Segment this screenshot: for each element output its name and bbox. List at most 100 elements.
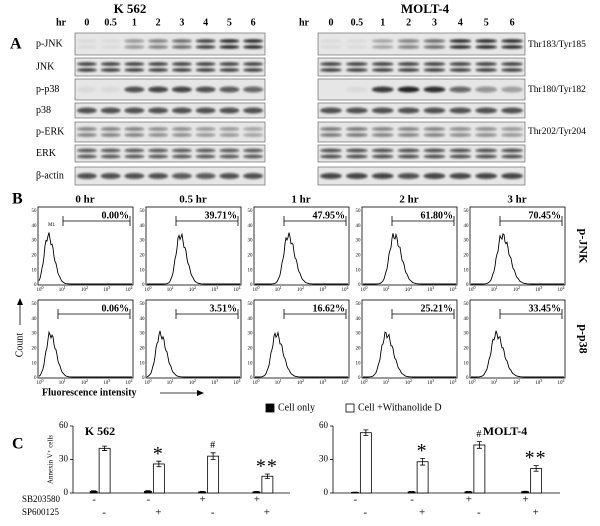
y-axis-title: Annexin V⁺ cells [47,435,55,484]
band [243,86,264,93]
x-tick-label: 103 [211,378,218,386]
x-tick-exponent: 3 [324,378,326,383]
band [171,148,192,153]
y-tick-label: 10 [356,268,362,273]
band [320,39,342,43]
bands [76,148,264,159]
band [345,148,368,153]
x-tick-exponent: 4 [347,285,349,290]
band [195,39,216,43]
x-tick-exponent: 2 [194,285,196,290]
band [124,45,145,49]
time-header: 3 hr [507,194,526,206]
time-label: 2 [156,17,161,28]
x-tick-label: 101 [491,285,498,293]
x-tick-exponent: 0 [42,285,44,290]
x-tick-label: 103 [427,285,434,293]
legend-label: Cell +Withanolide D [358,402,442,413]
band [397,68,420,72]
band [219,154,240,159]
y-tick-label: 40 [140,224,146,229]
error-bar [210,452,216,460]
row-label: p-p38 [576,324,590,353]
band [345,86,368,93]
y-tick-label: 10 [32,361,38,366]
x-tick-exponent: 4 [455,285,457,290]
band [320,127,342,131]
x-tick-label: 100 [469,378,476,386]
y-tick-label: 0 [142,376,145,381]
y-tick-label: 20 [464,347,470,352]
bands [320,148,523,159]
band [475,39,498,43]
band [100,154,121,159]
band [449,62,472,66]
bands [320,173,523,179]
band [195,154,216,159]
x-tick-exponent: 1 [64,378,66,383]
error-bar [102,445,108,451]
x-axis-title: Fluorescence intensity [42,387,137,398]
x-tick-label: 103 [319,285,326,293]
bands [76,86,264,93]
x-tick-exponent: 1 [172,285,174,290]
x-tick-exponent: 0 [474,285,476,290]
y-tick-label: 30 [32,332,38,337]
x-tick-label: 100 [253,285,260,293]
band [501,86,523,93]
y-tick-label: 0 [250,376,253,381]
percent-label: 61.80% [421,210,454,221]
bands [320,39,523,49]
band [371,154,394,159]
x-tick-exponent: 3 [216,378,218,383]
y-tick-label: 20 [32,347,38,352]
band [171,68,192,72]
x-tick-exponent: 2 [86,285,88,290]
blot-strip [317,166,526,186]
y-tick-label: 50 [140,302,146,307]
band [423,148,446,153]
percent-label: 0.06% [102,303,130,314]
time-header: 2 hr [399,194,418,206]
y-tick-label: 20 [248,254,254,259]
error-bar [253,491,259,493]
arrow-head [197,390,204,396]
figure-content: hr 0 0.5 1 2 3 4 5 6 p-JNK JNK p-p38 p38 p-ERK ERK β-ac… [14,17,590,518]
x-tick-exponent: 0 [150,285,152,290]
significance-mark: ** [525,447,547,469]
band [397,148,420,153]
histogram-curve [147,232,240,285]
x-tick-label: 102 [513,285,520,293]
band [423,133,446,137]
y-tick-label: 10 [32,268,38,273]
x-tick-exponent: 3 [324,285,326,290]
x-tick-label: 104 [342,285,349,293]
x-tick-exponent: 0 [258,378,260,383]
treatment-sign: - [102,507,106,519]
y-tick-label: 30 [464,332,470,337]
y-tick-label: 50 [356,302,362,307]
y-tick-label: 10 [356,361,362,366]
histogram-curve [38,330,132,378]
band [100,68,121,72]
band [171,45,192,49]
y-tick-label: 40 [248,317,254,322]
x-tick-exponent: 1 [496,378,498,383]
x-tick-exponent: 3 [540,378,542,383]
y-tick-label: 30 [140,239,146,244]
time-label: 6 [510,17,515,28]
bands [320,62,523,72]
x-tick-exponent: 3 [540,285,542,290]
bands [345,86,523,93]
time-label: 5 [484,17,489,28]
y-tick-label: 10 [140,268,146,273]
band [475,62,498,66]
x-tick-label: 103 [535,378,542,386]
site-label: Thr202/Tyr204 [528,127,586,137]
band [124,154,145,159]
band [501,173,523,179]
error-bar [476,441,482,449]
error-bar [352,491,358,494]
time-label: 1 [380,17,385,28]
